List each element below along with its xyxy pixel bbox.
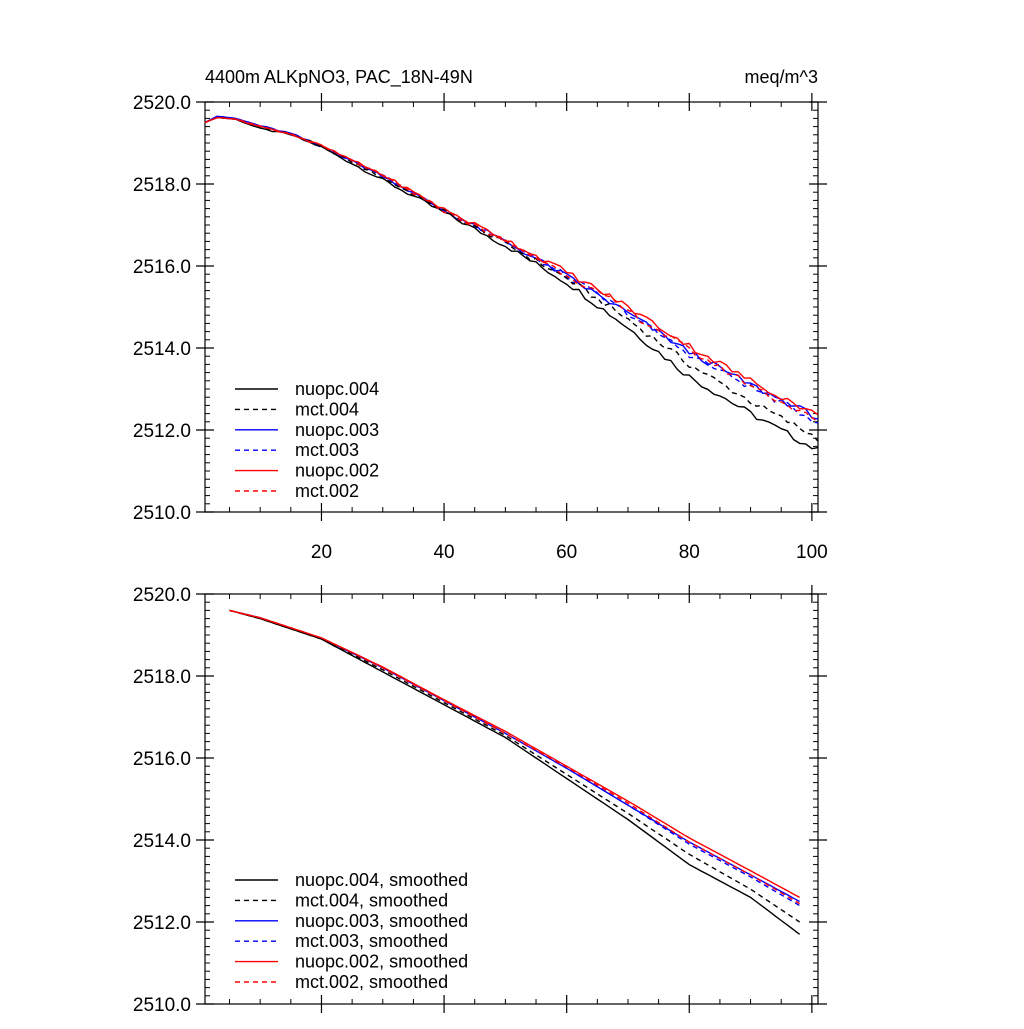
y-tick-label: 2514.0 [133, 831, 191, 852]
y-tick-label: 2514.0 [133, 339, 191, 360]
y-tick-label: 2520.0 [133, 93, 191, 114]
y-tick-label: 2510.0 [133, 503, 191, 524]
series-line-mct-004-smoothed [229, 609, 800, 923]
chart-panel-1: 20 40 60 80 100 2510.0 2512.0 2514.0 2516.0 2518.… [133, 67, 828, 563]
legend-label: nuopc.003 [295, 420, 379, 440]
x-tick-label: 100 [796, 542, 828, 563]
x-tick-label: 20 [311, 542, 332, 563]
legend-label: nuopc.003, smoothed [295, 911, 468, 931]
series-line-mct-003 [204, 115, 819, 424]
y-tick-label: 2518.0 [133, 667, 191, 688]
legend-label: mct.002 [295, 481, 359, 501]
series-line-nuopc-003-smoothed [229, 609, 800, 903]
legend-label: mct.002, smoothed [295, 972, 448, 992]
legend-label: nuopc.002 [295, 461, 379, 481]
legend-label: nuopc.004, smoothed [295, 870, 468, 890]
series-line-mct-002 [204, 116, 819, 423]
legend-label: nuopc.004 [295, 379, 379, 399]
chart-title: 4400m ALKpNO3, PAC_18N-49N [205, 67, 473, 88]
y-tick-label: 2512.0 [133, 913, 191, 934]
legend-label: nuopc.002, smoothed [295, 952, 468, 972]
chart-units: meq/m^3 [745, 67, 818, 87]
y-tick-label: 2516.0 [133, 749, 191, 770]
y-tick-label: 2516.0 [133, 257, 191, 278]
legend-label: mct.004, smoothed [295, 890, 448, 910]
legend-label: mct.003, smoothed [295, 931, 448, 951]
series-line-nuopc-003 [204, 115, 819, 420]
y-tick-label: 2510.0 [133, 995, 191, 1016]
y-tick-label: 2512.0 [133, 421, 191, 442]
series-line-mct-002-smoothed [229, 609, 800, 905]
series-line-nuopc-002-smoothed [229, 609, 800, 899]
series-line-mct-004 [204, 116, 819, 442]
chart-panel-2: 2510.0 2512.0 2514.0 2516.0 2518.0 2520.0 nuop… [133, 585, 827, 1016]
legend-label: mct.004 [295, 399, 359, 419]
y-tick-label: 2520.0 [133, 585, 191, 606]
x-tick-label: 80 [679, 542, 700, 563]
x-tick-label: 60 [556, 542, 577, 563]
series-line-nuopc-002 [204, 116, 819, 416]
legend-label: mct.003 [295, 440, 359, 460]
series-line-mct-003-smoothed [229, 609, 800, 907]
y-tick-label: 2518.0 [133, 175, 191, 196]
x-tick-label: 40 [433, 542, 454, 563]
